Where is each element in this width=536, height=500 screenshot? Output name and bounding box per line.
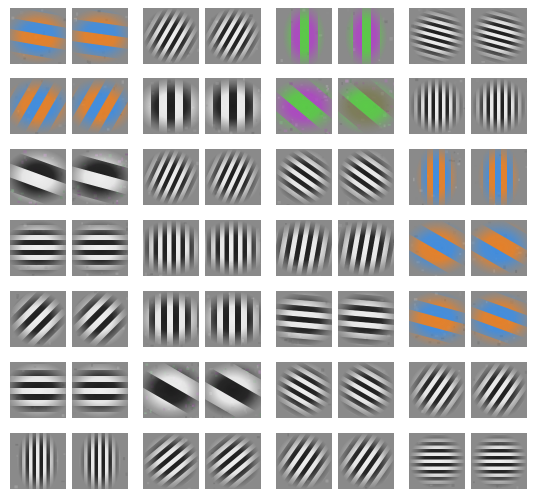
filter-tile — [276, 291, 332, 347]
filter-tile — [10, 8, 66, 64]
filter-tile — [471, 291, 527, 347]
filter-tile — [143, 149, 199, 205]
filter-tile — [143, 220, 199, 276]
filter-tile — [205, 8, 261, 64]
filter-tile — [72, 8, 128, 64]
filter-tile — [276, 220, 332, 276]
filter-tile — [471, 149, 527, 205]
filter-tile — [409, 8, 465, 64]
filter-tile — [409, 362, 465, 418]
filter-tile — [471, 78, 527, 134]
filter-tile — [471, 362, 527, 418]
filter-tile — [276, 78, 332, 134]
filter-tile — [72, 362, 128, 418]
filter-tile — [205, 220, 261, 276]
filter-tile — [72, 149, 128, 205]
filter-tile — [409, 433, 465, 489]
filter-tile — [338, 220, 394, 276]
filter-tile — [72, 220, 128, 276]
filter-tile — [409, 149, 465, 205]
filter-tile — [338, 8, 394, 64]
filter-tile — [205, 291, 261, 347]
filter-tile — [10, 362, 66, 418]
filter-tile — [143, 8, 199, 64]
filter-tile — [276, 433, 332, 489]
filter-tile — [143, 362, 199, 418]
filter-tile — [72, 78, 128, 134]
filter-tile — [205, 362, 261, 418]
filter-tile — [276, 8, 332, 64]
filter-tile — [10, 220, 66, 276]
filter-tile — [471, 8, 527, 64]
filter-tile — [72, 291, 128, 347]
filter-tile — [205, 149, 261, 205]
filter-tile — [338, 78, 394, 134]
filter-tile — [10, 291, 66, 347]
filter-tile — [205, 78, 261, 134]
filter-tile — [338, 433, 394, 489]
filter-tile — [143, 291, 199, 347]
filter-tile — [10, 149, 66, 205]
filter-tile — [276, 149, 332, 205]
filter-tile — [143, 78, 199, 134]
filter-tile — [338, 362, 394, 418]
filter-tile — [409, 291, 465, 347]
filter-tile — [471, 433, 527, 489]
filter-tile — [205, 433, 261, 489]
filter-tile — [471, 220, 527, 276]
filter-tile — [143, 433, 199, 489]
filter-tile — [409, 220, 465, 276]
filter-tile — [338, 291, 394, 347]
filter-tile — [338, 149, 394, 205]
filter-tile — [10, 78, 66, 134]
filter-tile — [10, 433, 66, 489]
filter-tile — [409, 78, 465, 134]
filter-tile — [276, 362, 332, 418]
filter-tile — [72, 433, 128, 489]
